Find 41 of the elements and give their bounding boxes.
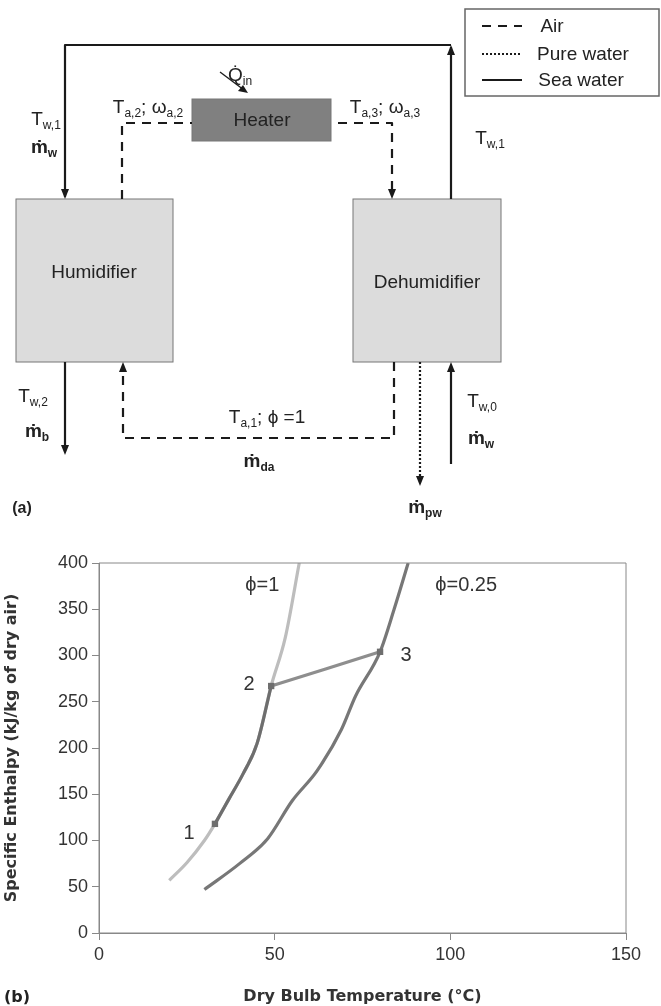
annotation: 2	[243, 671, 255, 694]
y-tick-label: 200	[57, 736, 88, 757]
series-label: ϕ=0.25	[435, 572, 498, 595]
text: Q̇$_{in}$	[227, 63, 253, 89]
x-tick-label: 150	[610, 943, 642, 964]
y-tick-label: 350	[57, 598, 88, 619]
annotation: 3	[400, 643, 412, 666]
y-tick-label: 250	[57, 690, 88, 711]
x-tick-label: 0	[93, 943, 105, 964]
text: T$_{w,1}$	[475, 126, 505, 152]
x-tick-label: 50	[264, 943, 285, 964]
text: T$_{w,1}$	[31, 107, 61, 133]
text: (b)	[4, 987, 31, 1006]
text: Dehumidifier	[373, 271, 481, 293]
y-tick-label: 400	[57, 551, 88, 572]
text: T$_{w,2}$	[18, 384, 48, 410]
text: Pure water	[537, 43, 629, 65]
y-tick-label: 0	[77, 921, 88, 942]
text: Humidifier	[51, 261, 137, 283]
text: ṁ$_{w}$	[30, 135, 58, 161]
annotation: 1	[183, 821, 195, 844]
text: T$_{w,0}$	[467, 389, 497, 415]
text: T$_{a,3}$; ω$_{a,3}$	[349, 95, 421, 121]
text: Heater	[233, 109, 291, 131]
text: ṁ$_{da}$	[243, 449, 275, 475]
y-tick-label: 150	[57, 783, 88, 804]
text: ṁ$_{pw}$	[408, 495, 442, 521]
text: ṁ$_{b}$	[24, 419, 50, 445]
y-tick-label: 50	[67, 875, 88, 896]
text: (a)	[12, 499, 32, 517]
y-tick-label: 100	[57, 829, 88, 850]
text: Air	[540, 15, 564, 37]
text: T$_{a,1}$; ϕ =1	[228, 405, 306, 431]
text: ṁ$_{w}$	[467, 426, 495, 452]
x-tick-label: 100	[435, 943, 466, 964]
x-axis-title: Dry Bulb Temperature (°C)	[243, 985, 482, 1005]
text: T$_{a,2}$; ω$_{a,2}$	[112, 95, 184, 121]
series-label: ϕ=1	[245, 572, 280, 595]
y-tick-label: 300	[57, 644, 88, 665]
text: Sea water	[538, 69, 624, 91]
y-axis-title: Specific Enthalpy (kJ/kg of dry air)	[0, 593, 20, 903]
